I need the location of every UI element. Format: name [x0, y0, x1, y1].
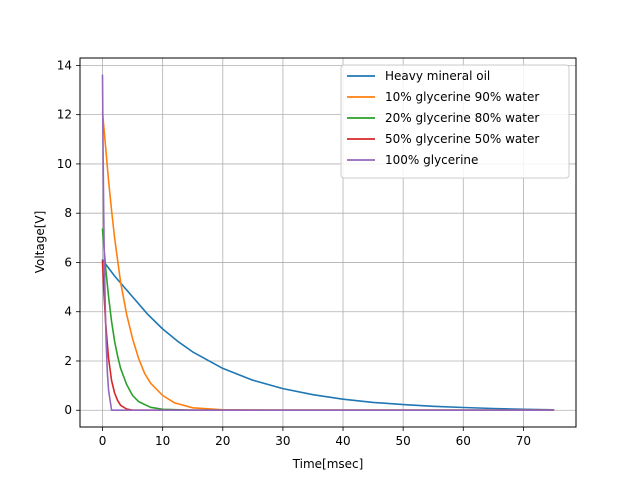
legend-label: 10% glycerine 90% water — [385, 90, 539, 104]
x-tick-label: 40 — [335, 434, 350, 448]
x-tick-label: 30 — [275, 434, 290, 448]
series-line-2 — [101, 111, 555, 412]
y-tick-label: 12 — [57, 108, 72, 122]
y-tick-label: 10 — [57, 157, 72, 171]
legend-label: 20% glycerine 80% water — [385, 111, 539, 125]
series-line-3 — [101, 228, 555, 412]
y-tick-label: 6 — [64, 255, 72, 269]
y-tick-label: 14 — [57, 58, 72, 72]
x-axis: 0 10 20 30 40 50 60 70 — [99, 427, 531, 448]
x-tick-label: 60 — [456, 434, 471, 448]
x-axis-label: Time[msec] — [292, 457, 364, 471]
y-tick-label: 0 — [64, 403, 72, 417]
y-axis-label: Voltage[V] — [33, 211, 47, 274]
y-tick-label: 4 — [64, 305, 72, 319]
legend-label: Heavy mineral oil — [385, 69, 490, 83]
legend: Heavy mineral oil 10% glycerine 90% water… — [340, 64, 570, 179]
plot-frame — [79, 57, 577, 428]
x-tick-label: 0 — [99, 434, 107, 448]
x-tick-label: 70 — [516, 434, 531, 448]
legend-label: 50% glycerine 50% water — [385, 132, 539, 146]
x-tick-label: 50 — [396, 434, 411, 448]
y-tick-label: 2 — [64, 354, 72, 368]
series-group — [101, 74, 555, 412]
legend-label: 100% glycerine — [385, 153, 478, 167]
x-tick-label: 20 — [215, 434, 230, 448]
series-line-5 — [101, 74, 555, 412]
legend-box — [340, 64, 570, 179]
series-line-1 — [101, 259, 555, 411]
y-axis: 0 2 4 6 8 10 12 14 — [57, 58, 80, 417]
x-tick-label: 10 — [155, 434, 170, 448]
y-tick-label: 8 — [64, 206, 72, 220]
